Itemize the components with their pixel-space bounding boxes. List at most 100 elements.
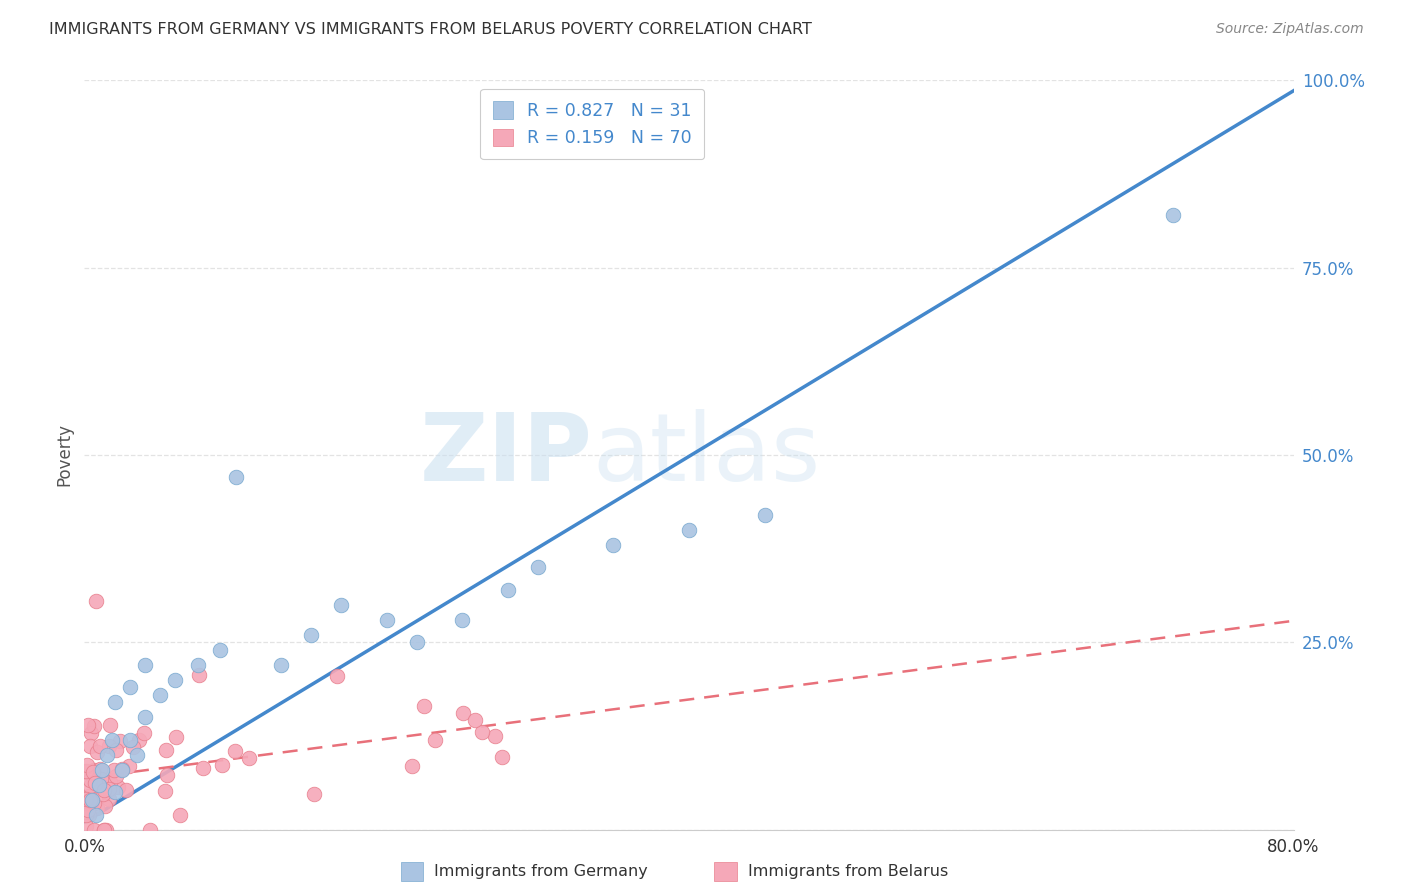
Point xyxy=(111,763,134,777)
Point xyxy=(118,758,141,772)
Point xyxy=(165,673,187,687)
Point xyxy=(77,789,100,803)
Point xyxy=(211,758,233,772)
Point xyxy=(484,730,506,744)
Point xyxy=(188,668,211,682)
Point xyxy=(79,773,101,788)
Point xyxy=(79,797,101,811)
Point xyxy=(89,762,111,776)
Point xyxy=(165,730,187,744)
Point xyxy=(77,808,100,822)
Text: Immigrants from Belarus: Immigrants from Belarus xyxy=(748,864,948,879)
Point xyxy=(83,776,105,790)
Point xyxy=(238,751,260,765)
Point xyxy=(100,732,122,747)
Y-axis label: Poverty: Poverty xyxy=(55,424,73,486)
Point xyxy=(93,783,115,797)
Point xyxy=(108,733,131,747)
Point xyxy=(270,657,292,672)
Point xyxy=(225,470,247,484)
Point xyxy=(423,732,446,747)
Point xyxy=(86,745,108,759)
Point xyxy=(132,726,155,740)
Point xyxy=(326,669,349,683)
Point xyxy=(75,807,97,822)
Point xyxy=(155,784,177,798)
Point xyxy=(1161,208,1184,222)
Point xyxy=(224,744,246,758)
Point xyxy=(98,739,121,753)
Point xyxy=(93,798,115,813)
Point xyxy=(463,713,485,727)
Point xyxy=(104,769,127,783)
Point xyxy=(134,657,156,672)
Text: atlas: atlas xyxy=(592,409,821,501)
Point xyxy=(451,706,474,720)
Point xyxy=(91,763,114,777)
Point xyxy=(122,739,145,754)
Point xyxy=(86,594,108,608)
Point xyxy=(75,792,97,806)
Point xyxy=(79,739,101,754)
Point xyxy=(128,733,150,747)
Point xyxy=(406,635,429,649)
Point xyxy=(83,796,105,810)
Point xyxy=(104,785,127,799)
Point xyxy=(111,763,134,777)
Point xyxy=(75,764,97,778)
Point xyxy=(94,822,117,837)
Point xyxy=(98,792,121,806)
Point xyxy=(79,792,101,806)
Point xyxy=(103,764,125,778)
Text: Immigrants from Germany: Immigrants from Germany xyxy=(434,864,648,879)
Legend: R = 0.827   N = 31, R = 0.159   N = 70: R = 0.827 N = 31, R = 0.159 N = 70 xyxy=(481,89,704,160)
Text: ZIP: ZIP xyxy=(419,409,592,501)
Point xyxy=(209,642,232,657)
Point xyxy=(104,695,127,709)
Point xyxy=(104,743,127,757)
Point xyxy=(96,747,118,762)
Text: Source: ZipAtlas.com: Source: ZipAtlas.com xyxy=(1216,22,1364,37)
Point xyxy=(527,560,550,574)
Point xyxy=(89,739,111,753)
Point xyxy=(82,765,104,780)
Point xyxy=(86,807,108,822)
Point xyxy=(496,582,519,597)
Point xyxy=(330,598,353,612)
Point xyxy=(118,732,141,747)
Point xyxy=(83,718,105,732)
Point xyxy=(79,780,101,794)
Text: IMMIGRANTS FROM GERMANY VS IMMIGRANTS FROM BELARUS POVERTY CORRELATION CHART: IMMIGRANTS FROM GERMANY VS IMMIGRANTS FR… xyxy=(49,22,813,37)
Point xyxy=(83,763,105,777)
Point xyxy=(77,718,100,732)
Point xyxy=(98,775,121,789)
Point xyxy=(156,768,179,782)
Point xyxy=(491,749,513,764)
Point xyxy=(678,523,700,537)
Point xyxy=(155,742,177,756)
Point xyxy=(187,657,209,672)
Point xyxy=(138,822,160,837)
Point xyxy=(127,747,149,762)
Point xyxy=(134,710,156,724)
Point xyxy=(375,613,398,627)
Point xyxy=(471,724,494,739)
Point xyxy=(91,787,114,801)
Point xyxy=(76,758,98,772)
Point xyxy=(149,688,172,702)
Point xyxy=(118,680,141,694)
Point xyxy=(93,822,115,837)
Point xyxy=(169,808,191,822)
Point xyxy=(193,761,215,775)
Point xyxy=(754,508,776,522)
Point xyxy=(90,772,112,786)
Point xyxy=(299,628,322,642)
Point xyxy=(302,787,325,801)
Point xyxy=(107,780,129,794)
Point xyxy=(97,782,120,797)
Point xyxy=(80,792,103,806)
Point xyxy=(80,726,103,740)
Point xyxy=(89,778,111,792)
Point xyxy=(412,698,434,713)
Point xyxy=(98,718,121,732)
